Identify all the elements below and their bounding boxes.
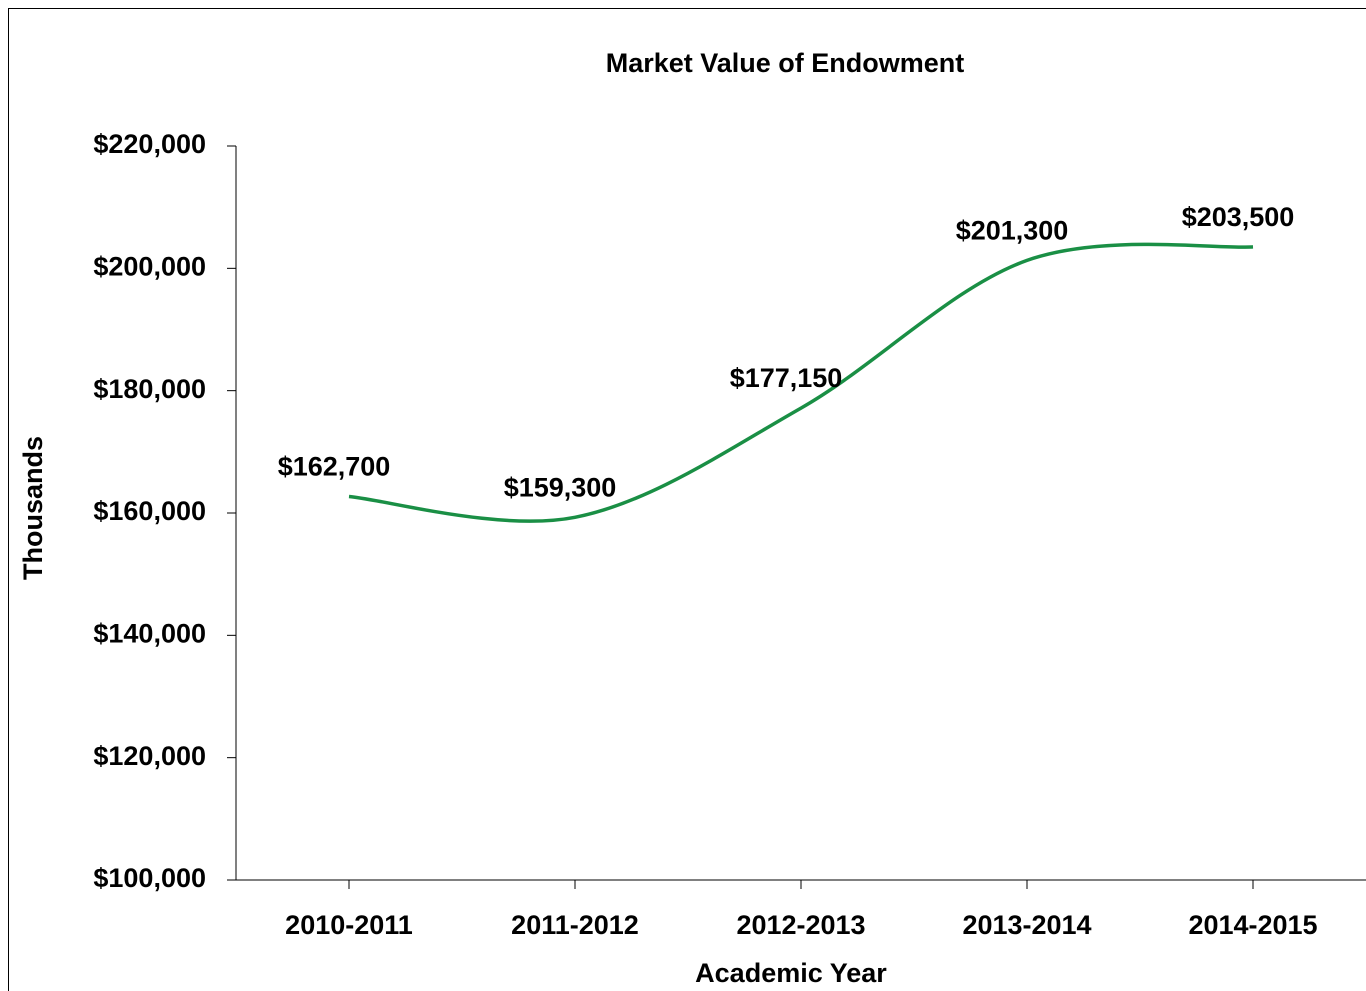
x-tick-label: 2013-2014 [962, 910, 1091, 940]
y-tick-label: $100,000 [93, 863, 206, 893]
line [348, 242, 1254, 523]
x-axis-label: Academic Year [695, 958, 887, 988]
y-tick-label: $220,000 [93, 129, 206, 159]
x-tick-label: 2014-2015 [1188, 910, 1317, 940]
data-label: $201,300 [956, 216, 1069, 246]
y-tick-label: $200,000 [93, 251, 206, 281]
chart-frame [8, 8, 1366, 991]
x-tick-label: 2012-2013 [736, 910, 865, 940]
y-tick-label: $180,000 [93, 374, 206, 404]
data-label: $159,300 [504, 472, 617, 502]
data-label: $177,150 [730, 363, 843, 393]
y-tick-label: $120,000 [93, 741, 206, 771]
y-tick-label: $160,000 [93, 496, 206, 526]
y-axis-label: Thousands [18, 436, 48, 580]
data-label: $203,500 [1182, 202, 1295, 232]
y-tick-label: $140,000 [93, 618, 206, 648]
data-label: $162,700 [278, 452, 391, 482]
chart-title: Market Value of Endowment [606, 48, 965, 78]
x-tick-label: 2010-2011 [285, 910, 413, 940]
x-tick-label: 2011-2012 [511, 910, 639, 940]
